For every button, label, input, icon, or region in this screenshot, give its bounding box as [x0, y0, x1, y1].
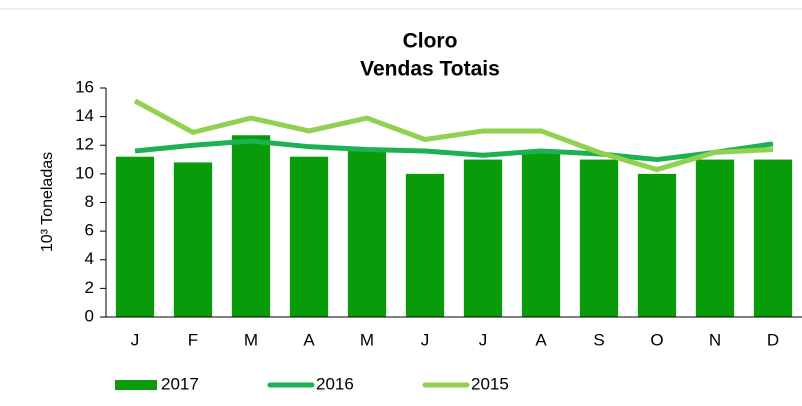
legend-label: 2015 [471, 374, 509, 393]
line [134, 138, 774, 163]
y-tick-label: 4 [85, 249, 94, 268]
y-tick-label: 2 [85, 278, 94, 297]
bar [753, 159, 793, 317]
x-tick-label: A [535, 330, 547, 349]
y-tick-label: 12 [75, 135, 94, 154]
chart-title: Cloro [403, 30, 458, 53]
bar [231, 135, 271, 317]
bar [115, 156, 155, 317]
x-tick-label: J [131, 330, 140, 349]
y-axis-label: 10³ Toneladas [39, 152, 56, 252]
x-tick-label: J [421, 330, 430, 349]
legend-label: 2016 [316, 374, 354, 393]
bar [521, 150, 561, 317]
legend-swatch [115, 380, 157, 390]
chart-subtitle: Vendas Totais [360, 58, 500, 81]
x-tick-label: D [767, 330, 779, 349]
line [133, 98, 774, 173]
y-tick-label: 6 [85, 221, 94, 240]
y-tick-label: 16 [75, 77, 94, 96]
bar [463, 159, 503, 317]
legend-label: 2017 [161, 374, 199, 393]
bar [347, 150, 387, 317]
bar [289, 156, 329, 317]
bar [173, 162, 213, 317]
bar [695, 159, 735, 317]
x-tick-label: O [650, 330, 663, 349]
y-tick-label: 14 [75, 106, 94, 125]
x-tick-label: M [360, 330, 374, 349]
bar [637, 173, 677, 317]
x-tick-label: J [479, 330, 488, 349]
x-tick-label: M [244, 330, 258, 349]
x-tick-label: F [188, 330, 198, 349]
x-tick-label: N [709, 330, 721, 349]
y-tick-label: 10 [75, 163, 94, 182]
y-tick-label: 0 [85, 306, 94, 325]
x-tick-label: S [593, 330, 604, 349]
bar [579, 159, 619, 317]
x-tick-label: A [303, 330, 315, 349]
bar [405, 173, 445, 317]
y-tick-label: 8 [85, 192, 94, 211]
